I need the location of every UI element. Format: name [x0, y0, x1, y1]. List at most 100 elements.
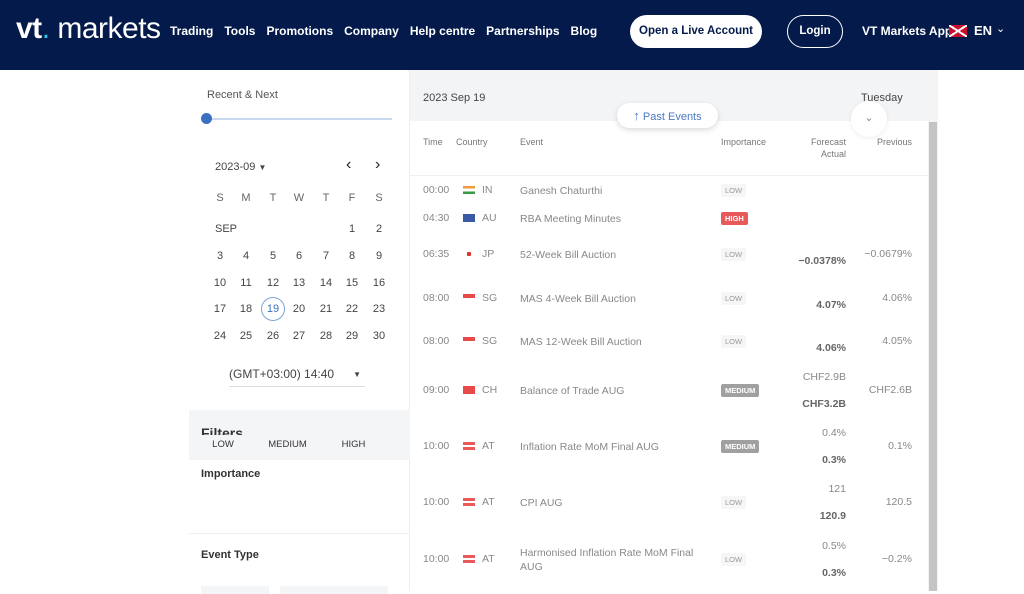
calendar-day[interactable]: 30	[372, 330, 386, 342]
calendar-day[interactable]: 28	[319, 330, 333, 342]
event-row[interactable]: 00:00 IN Ganesh Chaturthi LOW	[410, 176, 928, 204]
event-row[interactable]: 10:00 AT Harmonised Inflation Rate MoM Fin…	[410, 530, 928, 587]
country-code: SG	[482, 334, 498, 347]
calendar-day[interactable]: 1	[348, 223, 356, 235]
calendar-day[interactable]: 24	[213, 330, 227, 342]
actual-value: 4.07%	[816, 298, 846, 311]
nav-tools[interactable]: Tools	[224, 24, 256, 38]
nav-promotions[interactable]: Promotions	[266, 24, 334, 38]
filter-high-button[interactable]: HIGH	[330, 435, 377, 454]
calendar-day[interactable]: 23	[372, 303, 386, 315]
scroll-down-button[interactable]: ⌄	[851, 101, 887, 137]
calendar-day[interactable]: 2	[375, 223, 383, 235]
vt-markets-logo[interactable]: vt. markets	[16, 12, 161, 45]
uk-flag-icon[interactable]	[949, 25, 967, 37]
past-events-label: Past Events	[642, 111, 702, 123]
event-row[interactable]: 10:00 AT CPI AUG LOW 121 120.9 120.5	[410, 474, 928, 530]
previous-value: CHF2.6B	[868, 383, 912, 396]
col-forecast: Forecast	[810, 137, 846, 147]
login-button[interactable]: Login	[787, 15, 843, 48]
calendar-day[interactable]: 22	[345, 303, 359, 315]
event-time: 09:00	[423, 383, 450, 396]
event-name[interactable]: RBA Meeting Minutes	[520, 213, 621, 225]
event-name[interactable]: Ganesh Chaturthi	[520, 185, 603, 197]
calendar-day[interactable]: 13	[292, 277, 306, 289]
event-type-option[interactable]	[280, 586, 388, 594]
calendar-day[interactable]: 8	[348, 250, 356, 262]
country-code: AT	[482, 439, 495, 452]
event-name[interactable]: Inflation Rate MoM Final AUG	[520, 440, 659, 453]
calendar-day[interactable]: 16	[372, 277, 386, 289]
calendar-day[interactable]: 26	[266, 330, 280, 342]
importance-badge: LOW	[721, 248, 747, 261]
event-name[interactable]: MAS 4-Week Bill Auction	[520, 292, 636, 305]
previous-value: 4.05%	[882, 334, 912, 347]
calendar-day[interactable]: 4	[242, 250, 250, 262]
importance-badge: HIGH	[721, 212, 748, 225]
month-label: SEP	[215, 223, 238, 235]
chevron-down-icon[interactable]: ⌄	[996, 23, 1006, 35]
nav-blog[interactable]: Blog	[570, 24, 598, 38]
open-live-account-button[interactable]: Open a Live Account	[630, 15, 762, 48]
calendar-day[interactable]: 20	[292, 303, 306, 315]
calendar-day[interactable]: 21	[319, 303, 333, 315]
event-row[interactable]: 04:30 AU RBA Meeting Minutes HIGH	[410, 204, 928, 232]
nav-partnerships[interactable]: Partnerships	[486, 24, 560, 38]
past-events-button[interactable]: ↑ Past Events	[617, 103, 718, 128]
event-row[interactable]: 08:00 SG MAS 4-Week Bill Auction LOW 4.07% 4.…	[410, 276, 928, 319]
calendar-day[interactable]: 18	[239, 303, 253, 315]
vt-markets-app-link[interactable]: VT Markets App	[862, 24, 953, 38]
filter-medium-button[interactable]: MEDIUM	[257, 435, 318, 454]
nav-company[interactable]: Company	[344, 24, 399, 38]
event-name[interactable]: Harmonised Inflation Rate MoM Final AUG	[520, 546, 694, 573]
calendar-day[interactable]: 10	[213, 277, 227, 289]
scrollbar-thumb[interactable]	[929, 122, 937, 591]
calendar-day[interactable]: 5	[269, 250, 277, 262]
flag-sg-icon	[463, 336, 475, 345]
calendar-day[interactable]: 7	[322, 250, 330, 262]
event-type-option[interactable]	[201, 586, 269, 594]
event-name[interactable]: 52-Week Bill Auction	[520, 249, 617, 261]
importance-badge: LOW	[721, 184, 747, 197]
calendar-day[interactable]: 27	[292, 330, 306, 342]
nav-help-centre[interactable]: Help centre	[409, 24, 476, 38]
caret-down-icon: ▼	[353, 370, 361, 379]
event-row[interactable]: 08:00 SG MAS 12-Week Bill Auction LOW 4.06% 4…	[410, 319, 928, 362]
calendar-day[interactable]: 11	[240, 277, 252, 289]
filter-low-button[interactable]: LOW	[201, 435, 245, 454]
country-code: IN	[482, 184, 493, 196]
event-type-filter-label: Event Type	[201, 549, 259, 561]
col-time: Time	[423, 137, 443, 147]
event-time: 10:00	[423, 552, 450, 565]
timezone-value: (GMT+03:00) 14:40	[229, 367, 335, 381]
event-time: 00:00	[423, 184, 450, 196]
range-slider-handle[interactable]	[201, 113, 212, 124]
col-country: Country	[456, 137, 488, 147]
event-name[interactable]: Balance of Trade AUG	[520, 384, 625, 397]
calendar-day-selected[interactable]: 19	[261, 297, 285, 321]
country-code: SG	[482, 291, 498, 304]
calendar-day[interactable]: 29	[345, 330, 359, 342]
event-row[interactable]: 09:00 CH Balance of Trade AUG MEDIUM CHF2.9B…	[410, 362, 928, 417]
month-selector[interactable]: 2023-09 ▼	[215, 161, 266, 173]
calendar-day[interactable]: 17	[213, 303, 227, 315]
event-row[interactable]: 10:00 AT Inflation Rate MoM Final AUG MEDIU…	[410, 417, 928, 474]
importance-badge: MEDIUM	[721, 383, 760, 397]
event-name[interactable]: MAS 12-Week Bill Auction	[520, 335, 642, 348]
next-month-button[interactable]: ›	[375, 156, 381, 173]
nav-trading[interactable]: Trading	[170, 24, 214, 38]
timezone-selector[interactable]: (GMT+03:00) 14:40 ▼	[229, 367, 365, 387]
top-nav-bar: vt. markets Trading Tools Promotions Compan…	[0, 0, 1024, 70]
calendar-day[interactable]: 3	[216, 250, 224, 262]
event-name[interactable]: CPI AUG	[520, 497, 563, 509]
language-selector[interactable]: EN	[974, 23, 993, 38]
calendar-day[interactable]: 14	[319, 277, 333, 289]
calendar-day[interactable]: 9	[375, 250, 383, 262]
calendar-day[interactable]: 25	[239, 330, 253, 342]
calendar-day[interactable]: 6	[295, 250, 303, 262]
prev-month-button[interactable]: ‹	[346, 156, 352, 173]
event-row[interactable]: 06:35 JP 52-Week Bill Auction LOW −0.0378% −0…	[410, 232, 928, 276]
calendar-day[interactable]: 12	[266, 277, 280, 289]
range-slider-track[interactable]	[206, 118, 392, 120]
calendar-day[interactable]: 15	[345, 277, 359, 289]
